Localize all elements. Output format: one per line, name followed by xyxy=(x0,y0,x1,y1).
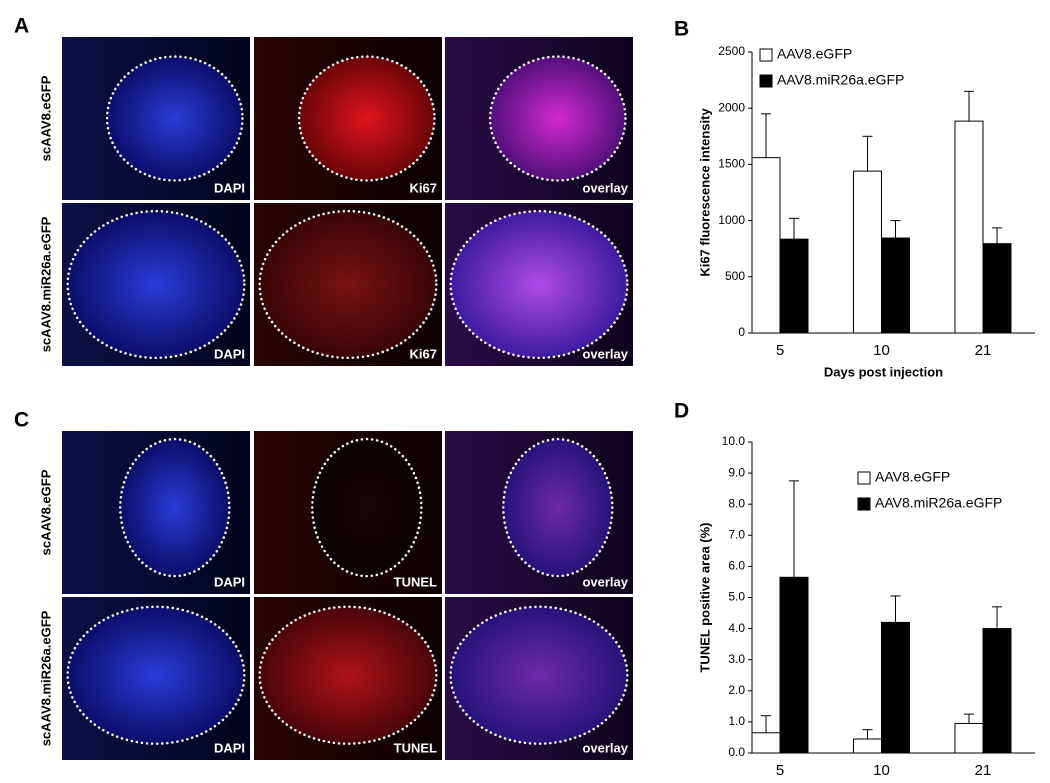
y-tick-label: 3.0 xyxy=(728,652,745,666)
dotted-outline xyxy=(119,437,231,578)
image-label: overlay xyxy=(582,180,628,195)
y-axis-label: Ki67 fluorescence intensity xyxy=(697,108,712,277)
bar xyxy=(853,170,882,334)
image-label: DAPI xyxy=(214,574,245,589)
tissue-region xyxy=(312,439,422,577)
bar xyxy=(954,722,984,754)
dotted-outline xyxy=(258,605,438,745)
y-tick-label: 5.0 xyxy=(728,590,745,604)
y-tick-label: 500 xyxy=(725,269,745,283)
bar xyxy=(779,238,809,334)
row-label: scAAV8.miR26a.eGFP xyxy=(38,216,53,352)
image-label: overlay xyxy=(582,740,628,755)
row-label: scAAV8.eGFP xyxy=(38,75,53,161)
y-tick-label: 10.0 xyxy=(722,434,746,448)
tissue-region xyxy=(450,606,628,744)
y-tick-label: 2500 xyxy=(718,44,745,58)
tissue-region xyxy=(67,606,245,744)
row-label: scAAV8.miR26a.eGFP xyxy=(38,610,53,746)
image-label: overlay xyxy=(582,346,628,361)
y-tick-label: 4.0 xyxy=(728,621,745,635)
image-label: DAPI xyxy=(214,740,245,755)
legend-label: AAV8.eGFP xyxy=(777,46,852,62)
image-label: DAPI xyxy=(214,346,245,361)
x-tick-label: 5 xyxy=(776,342,784,359)
y-tick-label: 6.0 xyxy=(728,559,745,573)
image-label: overlay xyxy=(582,574,628,589)
panel-label: C xyxy=(14,409,29,432)
bar xyxy=(881,237,910,334)
panel-label: D xyxy=(674,400,689,423)
dotted-outline xyxy=(66,605,246,745)
legend-swatch xyxy=(857,471,871,485)
legend-swatch xyxy=(759,74,773,88)
bar xyxy=(982,243,1012,334)
tissue-region xyxy=(259,606,437,744)
image-label: TUNEL xyxy=(394,740,437,755)
y-tick-label: 1000 xyxy=(718,213,745,227)
legend-swatch xyxy=(759,48,773,62)
y-tick-label: 1500 xyxy=(718,157,745,171)
tissue-region xyxy=(67,211,245,358)
tissue-region xyxy=(490,56,626,181)
dotted-outline xyxy=(502,437,614,578)
dotted-outline xyxy=(66,209,246,360)
dotted-outline xyxy=(297,55,436,182)
panel-label: B xyxy=(674,18,689,41)
dotted-outline xyxy=(105,55,244,182)
image-label: TUNEL xyxy=(394,574,437,589)
tissue-region xyxy=(107,56,243,181)
panel-label: A xyxy=(14,15,29,38)
dotted-outline xyxy=(449,605,629,745)
bar xyxy=(954,120,984,334)
bar xyxy=(853,738,882,754)
y-tick-label: 2000 xyxy=(718,100,745,114)
x-tick-label: 5 xyxy=(776,762,784,779)
bar xyxy=(779,576,809,754)
y-tick-label: 2.0 xyxy=(728,683,745,697)
x-tick-label: 10 xyxy=(873,342,890,359)
dotted-outline xyxy=(258,209,438,360)
y-tick-label: 8.0 xyxy=(728,496,745,510)
y-tick-label: 1.0 xyxy=(728,714,745,728)
x-tick-label: 21 xyxy=(975,762,992,779)
dotted-outline xyxy=(311,437,423,578)
image-label: DAPI xyxy=(214,180,245,195)
bar xyxy=(751,157,781,334)
y-tick-label: 9.0 xyxy=(728,465,745,479)
row-label: scAAV8.eGFP xyxy=(38,469,53,555)
y-axis-label: TUNEL positive area (%) xyxy=(697,522,712,672)
legend-label: AAV8.miR26a.eGFP xyxy=(777,72,904,88)
bar xyxy=(751,732,781,754)
x-tick-label: 21 xyxy=(975,342,992,359)
y-tick-label: 0 xyxy=(738,325,745,339)
legend-label: AAV8.eGFP xyxy=(875,469,950,485)
x-tick-label: 10 xyxy=(873,762,890,779)
bar xyxy=(881,621,910,754)
dotted-outline xyxy=(449,209,629,360)
y-tick-label: 0.0 xyxy=(728,745,745,759)
tissue-region xyxy=(299,56,435,181)
x-axis-label: Days post injection xyxy=(824,364,943,379)
image-label: Ki67 xyxy=(410,346,437,361)
tissue-region xyxy=(503,439,613,577)
bar xyxy=(982,628,1012,754)
legend-label: AAV8.miR26a.eGFP xyxy=(875,495,1002,511)
tissue-region xyxy=(259,211,437,358)
legend-swatch xyxy=(857,497,871,511)
y-tick-label: 7.0 xyxy=(728,527,745,541)
dotted-outline xyxy=(488,55,627,182)
image-label: Ki67 xyxy=(410,180,437,195)
tissue-region xyxy=(450,211,628,358)
tissue-region xyxy=(120,439,230,577)
